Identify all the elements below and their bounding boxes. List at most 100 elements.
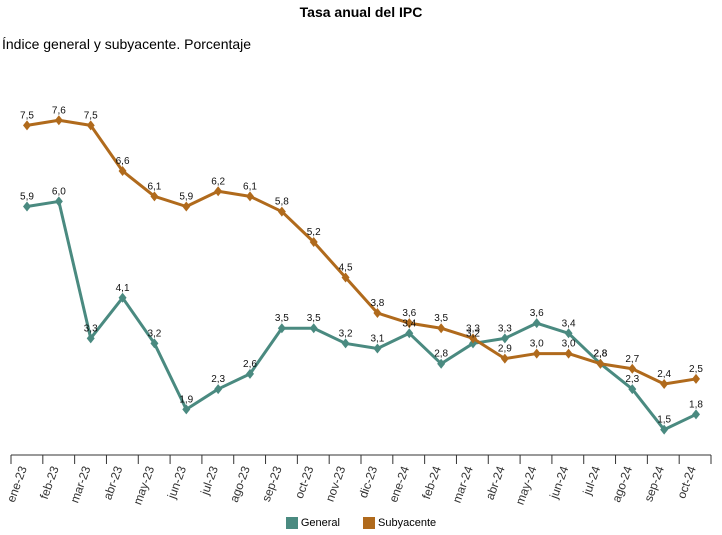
data-point	[277, 206, 286, 217]
data-label: 6,1	[243, 181, 257, 192]
data-label: 5,8	[275, 197, 289, 208]
data-label: 1,9	[179, 394, 193, 405]
x-tick-label: abr-23	[100, 464, 125, 502]
data-label: 3,1	[370, 334, 384, 345]
data-point	[246, 368, 254, 379]
x-tick-label: sep-23	[259, 464, 285, 504]
data-point	[660, 424, 669, 435]
data-label: 2,8	[593, 349, 607, 360]
data-label: 2,7	[625, 354, 639, 365]
data-label: 2,9	[498, 344, 512, 355]
data-label: 3,5	[307, 313, 321, 324]
data-point	[86, 120, 95, 131]
x-tick-label: ene-23	[4, 464, 30, 504]
x-tick-label: oct-24	[674, 464, 699, 500]
series-line-general	[26, 199, 697, 432]
data-point	[150, 191, 159, 202]
x-tick-label: feb-24	[419, 464, 444, 501]
data-label: 4,1	[116, 283, 130, 294]
data-label: 3,3	[498, 323, 512, 334]
data-point	[118, 292, 127, 303]
x-tick-label: oct-23	[292, 464, 317, 500]
data-point	[405, 318, 414, 329]
data-point	[214, 186, 223, 197]
data-point	[86, 333, 95, 344]
data-point	[23, 120, 31, 131]
data-label: 3,2	[466, 328, 480, 339]
data-label: 2,5	[689, 364, 703, 375]
data-label: 6,0	[52, 186, 66, 197]
legend-swatch-subyacente	[363, 517, 376, 529]
x-tick-label: sep-24	[641, 464, 667, 504]
data-label: 2,3	[625, 374, 639, 385]
series-line-subyacente	[26, 118, 697, 386]
data-point	[437, 323, 446, 334]
x-tick-label: jun-24	[546, 464, 571, 501]
data-point	[596, 358, 605, 369]
data-label: 2,8	[593, 349, 607, 360]
data-label: 3,0	[562, 339, 576, 350]
x-tick-label: ago-24	[609, 464, 635, 504]
data-label: 3,4	[402, 318, 416, 329]
data-label: 5,2	[307, 227, 321, 238]
data-point	[500, 353, 509, 364]
x-tick-label: dic-23	[356, 464, 380, 500]
data-point	[373, 343, 382, 354]
data-point	[564, 328, 573, 339]
data-point	[692, 373, 700, 384]
data-point	[532, 318, 541, 329]
data-point	[405, 328, 414, 339]
data-label: 3,6	[402, 308, 416, 319]
x-tick-label: nov-23	[323, 464, 349, 504]
x-tick-label: ene-24	[386, 464, 412, 504]
data-label: 2,3	[211, 374, 225, 385]
data-label: 3,4	[562, 318, 576, 329]
data-label: 3,5	[275, 313, 289, 324]
data-point	[437, 358, 446, 369]
legend: General Subyacente	[0, 517, 722, 532]
data-label: 3,5	[434, 313, 448, 324]
legend-label-general: General	[300, 517, 340, 529]
data-label: 5,9	[20, 192, 34, 203]
chart-subtitle: Índice general y subyacente. Porcentaje	[2, 36, 252, 52]
legend-label-subyacente: Subyacente	[378, 517, 437, 529]
x-tick-label: abr-24	[483, 464, 508, 502]
x-tick-label: mar-23	[67, 464, 93, 505]
data-point	[54, 115, 63, 126]
data-label: 3,3	[466, 323, 480, 334]
data-point	[309, 237, 318, 247]
data-label: 7,5	[20, 110, 34, 121]
x-tick-label: feb-23	[37, 464, 62, 501]
legend-swatch-general	[285, 517, 298, 529]
data-point	[373, 308, 382, 318]
data-label: 7,6	[52, 105, 66, 116]
chart-title: Tasa anual del IPC	[299, 4, 423, 20]
data-point	[309, 323, 318, 334]
x-axis: ene-23 feb-23 mar-23 abr-23 may-23 jun-23 jul-…	[4, 454, 712, 507]
data-label: 6,1	[147, 181, 161, 192]
data-point	[150, 338, 159, 349]
data-label: 6,6	[116, 156, 130, 167]
data-label: 3,3	[84, 323, 98, 334]
x-tick-label: ago-23	[227, 464, 253, 504]
data-label: 1,5	[657, 415, 671, 426]
data-point	[564, 348, 573, 359]
data-point	[660, 379, 669, 389]
data-point	[118, 166, 127, 176]
data-label: 7,5	[84, 110, 98, 121]
legend-item-general: General	[285, 517, 340, 529]
data-point	[246, 191, 254, 202]
data-label: 6,2	[211, 176, 225, 187]
data-label: 2,8	[434, 349, 448, 360]
data-point	[23, 201, 31, 212]
x-tick-label: may-23	[130, 464, 157, 507]
data-point	[692, 409, 700, 420]
data-point	[182, 404, 191, 415]
data-point	[532, 348, 541, 359]
x-tick-label: mar-24	[450, 464, 476, 505]
data-label: 3,6	[530, 308, 544, 319]
data-point	[182, 201, 191, 212]
data-point	[469, 333, 477, 344]
data-point	[277, 323, 286, 334]
